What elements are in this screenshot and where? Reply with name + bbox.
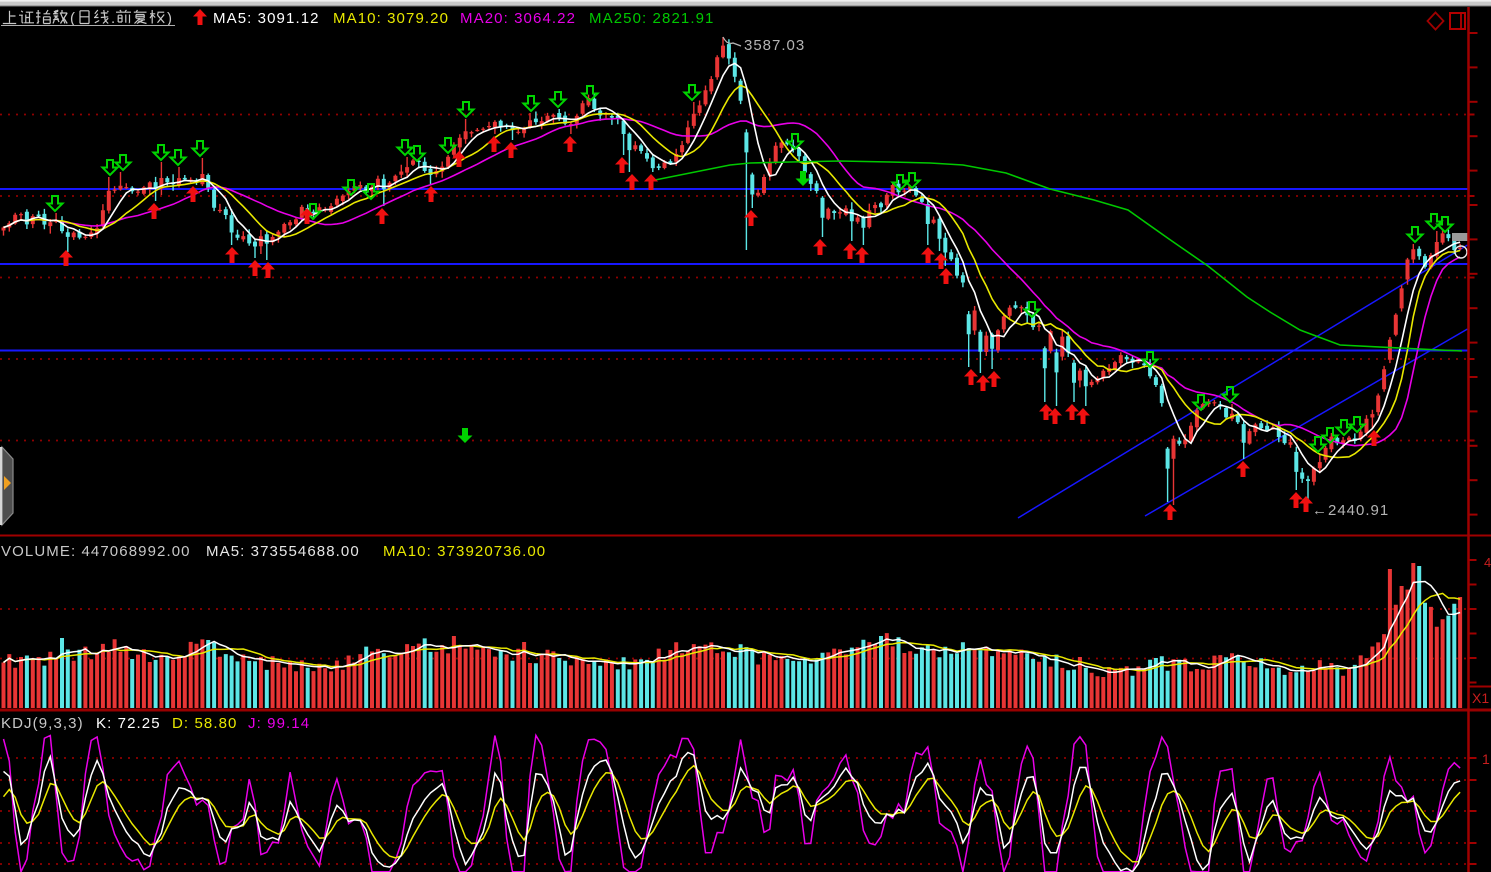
svg-text:3587.03: 3587.03 — [744, 37, 805, 54]
svg-text:VOLUME: 447068992.00: VOLUME: 447068992.00 — [1, 543, 191, 560]
svg-text:): ) — [167, 10, 172, 27]
svg-text:D: 58.80: D: 58.80 — [172, 715, 238, 732]
svg-text:K: 72.25: K: 72.25 — [96, 715, 161, 732]
svg-text:KDJ(9,3,3): KDJ(9,3,3) — [1, 715, 84, 732]
svg-text:MA10: 373920736.00: MA10: 373920736.00 — [383, 543, 546, 560]
svg-text:1: 1 — [1482, 751, 1490, 767]
svg-text:MA250: 2821.91: MA250: 2821.91 — [589, 10, 714, 27]
svg-text:MA20: 3064.22: MA20: 3064.22 — [460, 10, 576, 27]
svg-text:←2440.91: ←2440.91 — [1312, 502, 1389, 519]
svg-text:MA10: 3079.20: MA10: 3079.20 — [333, 10, 449, 27]
svg-text:MA5: 373554688.00: MA5: 373554688.00 — [206, 543, 360, 560]
svg-text:J: 99.14: J: 99.14 — [248, 715, 310, 732]
svg-text:(: ( — [70, 10, 75, 27]
svg-text:4: 4 — [1484, 555, 1491, 570]
svg-text:.: . — [111, 10, 115, 27]
svg-text:MA5: 3091.12: MA5: 3091.12 — [213, 10, 320, 27]
svg-text:X1: X1 — [1472, 690, 1489, 706]
